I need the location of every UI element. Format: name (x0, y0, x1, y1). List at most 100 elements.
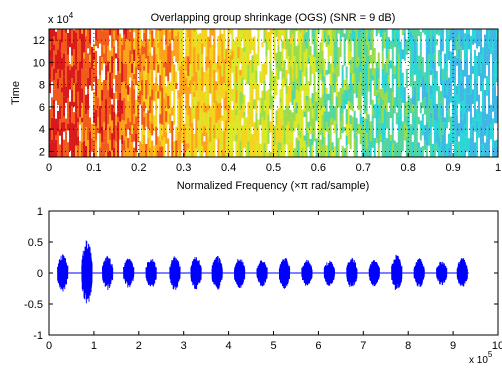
spectrogram-cell (430, 145, 432, 157)
spectrogram-cell (462, 29, 464, 39)
spectrogram-cell (235, 109, 237, 115)
spectrogram-cell (294, 148, 296, 157)
spectrogram-cell (55, 88, 57, 101)
spectrogram-cell (390, 69, 392, 88)
spectrogram-cell (133, 107, 135, 114)
spectrogram-cell (296, 64, 298, 79)
spectrogram-cell (257, 142, 259, 157)
spectrogram-cell (237, 30, 239, 40)
spectrogram-cell (352, 105, 354, 111)
spectrogram-cell (103, 53, 105, 63)
spectrogram-cell (99, 29, 101, 44)
spectrogram-cell (71, 29, 73, 44)
spectrogram-cell (263, 29, 265, 43)
spectrogram-cell (225, 111, 227, 120)
spectrogram-cell (446, 29, 448, 40)
spectrogram-cell (460, 102, 462, 110)
spectrogram-cell (476, 29, 478, 40)
spectrogram-cell (400, 41, 402, 61)
spectrogram-cell (390, 49, 392, 55)
spectrogram-cell (446, 94, 448, 111)
spectrogram-cell (470, 125, 472, 137)
spectrogram-cell (446, 144, 448, 157)
spectrogram-cell (231, 73, 233, 89)
spectrogram-cell (374, 80, 376, 96)
spectrogram-cell (149, 96, 151, 113)
spectrogram-cell (87, 140, 89, 157)
spectrogram-cell (358, 134, 360, 140)
spectrogram-cell (352, 89, 354, 106)
spectrogram-cell (229, 101, 231, 106)
spectrogram-cell (123, 50, 125, 64)
spectrogram-cell (103, 80, 105, 97)
spectrogram-cell (207, 138, 209, 147)
spectrogram-cell (113, 52, 115, 61)
spectrogram-cell (151, 83, 153, 89)
spectrogram-cell (143, 47, 145, 54)
spectrogram-cell (63, 91, 65, 97)
spectrogram-cell (121, 135, 123, 144)
spectrogram-cell (155, 38, 157, 54)
spectrogram-cell (197, 137, 199, 152)
spectrogram-cell (169, 148, 171, 157)
spectrogram-cell (209, 94, 211, 107)
spectrogram-cell (73, 84, 75, 102)
spectrogram-cell (460, 98, 462, 103)
spectrogram-cell (109, 98, 111, 115)
spectrogram-cell (135, 152, 137, 157)
spectrogram-cell (209, 123, 211, 142)
spectrogram-cell (386, 39, 388, 58)
spectrogram-cell (474, 142, 476, 157)
spectrogram-cell (370, 55, 372, 64)
spectrogram-cell (280, 29, 282, 40)
spectrogram-cell (69, 47, 71, 64)
spectrogram-cell (486, 76, 488, 96)
spectrogram-cell (225, 120, 227, 131)
spectrogram-cell (233, 135, 235, 141)
spectrogram-cell (99, 75, 101, 89)
spectrogram-cell (165, 86, 167, 93)
spectrogram-cell (422, 29, 424, 33)
spectrogram-cell (69, 139, 71, 151)
waveform-burst (414, 258, 424, 287)
spectrogram-cell (163, 50, 165, 62)
spectrogram-cell (257, 52, 259, 65)
spectrogram-cell (386, 129, 388, 138)
spectrogram-cell (203, 59, 205, 72)
spectrogram-cell (324, 76, 326, 92)
spectrogram-cell (123, 64, 125, 82)
spectrogram-cell (189, 127, 191, 139)
spectrogram-cell (492, 87, 494, 100)
spectrogram-cell (81, 29, 83, 34)
spectrogram-cell (308, 112, 310, 122)
spectrogram-cell (378, 68, 380, 74)
spectrogram-cell (470, 36, 472, 53)
spectrogram-cell (181, 80, 183, 95)
spectrogram-cell (398, 55, 400, 69)
spectrogram-cell (159, 114, 161, 123)
spectrogram-y-tick-label: 12 (33, 35, 45, 47)
spectrogram-cell (269, 109, 271, 121)
spectrogram-cell (181, 63, 183, 80)
spectrogram-cell (490, 43, 492, 48)
spectrogram-cell (408, 115, 410, 123)
spectrogram-cell (368, 108, 370, 114)
spectrogram-cell (185, 128, 187, 144)
spectrogram-cell (117, 100, 119, 112)
spectrogram-cell (476, 70, 478, 76)
spectrogram-cell (294, 56, 296, 61)
spectrogram-cell (151, 90, 153, 100)
spectrogram-cell (109, 50, 111, 59)
spectrogram-cell (235, 31, 237, 37)
spectrogram-cell (179, 30, 181, 50)
spectrogram-cell (480, 111, 482, 125)
spectrogram-cell (135, 38, 137, 47)
spectrogram-cell (296, 46, 298, 64)
spectrogram-y-tick-label: 6 (39, 102, 45, 114)
spectrogram-cell (372, 29, 374, 39)
spectrogram-y-label: Time (10, 81, 22, 105)
spectrogram-cell (61, 122, 63, 137)
spectrogram-cell (125, 136, 127, 150)
spectrogram-cell (125, 72, 127, 89)
spectrogram-cell (237, 47, 239, 58)
